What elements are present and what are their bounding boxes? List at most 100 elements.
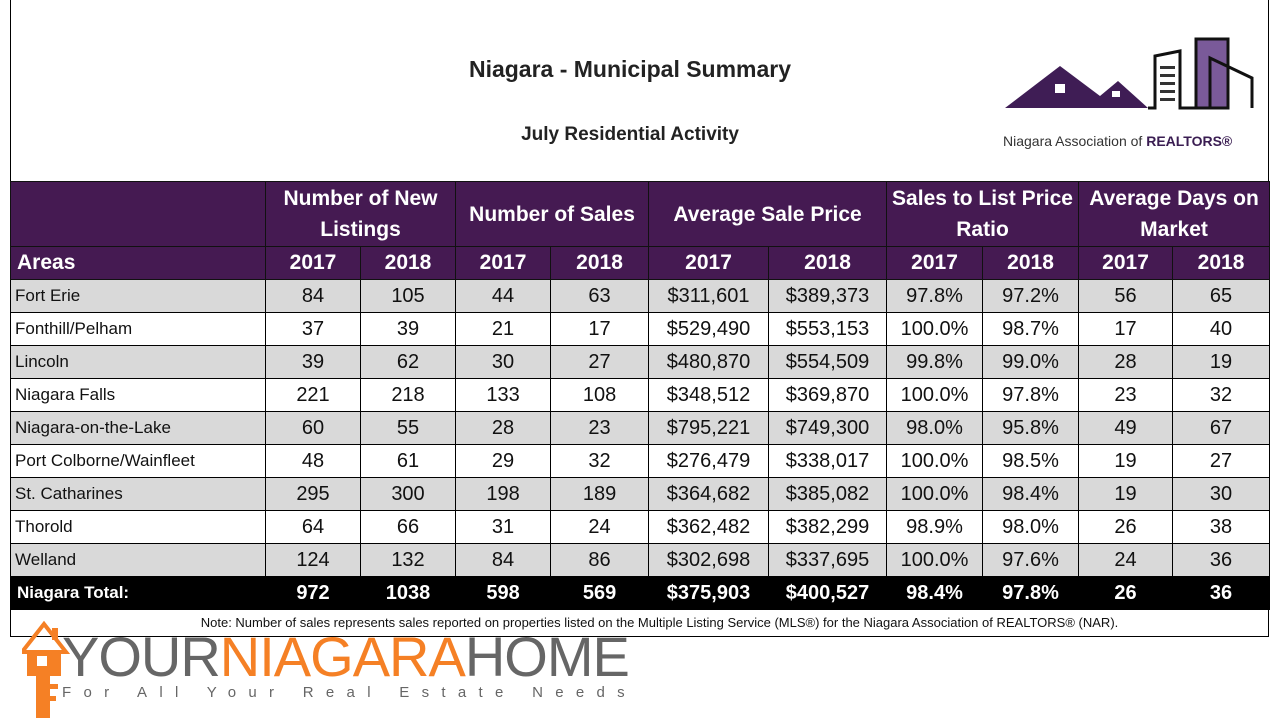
value-cell: 63 xyxy=(550,279,650,313)
value-cell: $337,695 xyxy=(768,543,888,577)
year-header: 2018 xyxy=(768,246,888,280)
value-cell: 40 xyxy=(1172,312,1271,346)
logo-text-brand: REALTORS® xyxy=(1146,133,1233,149)
value-cell: 44 xyxy=(455,279,552,313)
value-cell: $385,082 xyxy=(768,477,888,511)
value-cell: 218 xyxy=(359,378,457,412)
year-header: 2017 xyxy=(648,246,770,280)
logo-text-prefix: Niagara Association of xyxy=(1003,133,1147,149)
area-name-cell: Thorold xyxy=(10,510,266,544)
value-cell: 98.4% xyxy=(982,477,1080,511)
value-cell: 28 xyxy=(455,411,552,445)
table-row: Fonthill/Pelham 37 39 21 17 $529,490 $553,153 1… xyxy=(10,312,1271,346)
value-cell: 86 xyxy=(550,543,650,577)
value-cell: 24 xyxy=(1078,543,1174,577)
value-cell: 105 xyxy=(359,279,457,313)
value-cell: 30 xyxy=(455,345,552,379)
value-cell: 99.0% xyxy=(982,345,1080,379)
realtors-logo-icon xyxy=(1005,37,1254,110)
area-name-cell: Niagara-on-the-Lake xyxy=(10,411,266,445)
value-cell: $382,299 xyxy=(768,510,888,544)
area-name-cell: Welland xyxy=(10,543,266,577)
brand-part-niagara: NIAGARA xyxy=(219,625,466,688)
municipal-summary-table: Number of New Listings Number of Sales A… xyxy=(10,181,1271,610)
header-areas: Areas xyxy=(10,246,266,280)
value-cell: 23 xyxy=(550,411,650,445)
value-cell: 23 xyxy=(1078,378,1174,412)
value-cell: $302,698 xyxy=(648,543,770,577)
area-name-cell: St. Catharines xyxy=(10,477,266,511)
year-header: 2017 xyxy=(265,246,361,280)
brand-part-home: HOME xyxy=(464,625,630,688)
value-cell: 108 xyxy=(550,378,650,412)
table-row: Niagara-on-the-Lake 60 55 28 23 $795,221 $749,… xyxy=(10,411,1271,445)
table-row: Niagara Falls 221 218 133 108 $348,512 $369,87… xyxy=(10,378,1271,412)
value-cell: 133 xyxy=(455,378,552,412)
value-cell: $529,490 xyxy=(648,312,770,346)
value-cell: $311,601 xyxy=(648,279,770,313)
value-cell: 189 xyxy=(550,477,650,511)
header-avg-price: Average Sale Price xyxy=(648,181,888,247)
value-cell: 28 xyxy=(1078,345,1174,379)
page-title: Niagara - Municipal Summary xyxy=(468,56,792,82)
value-cell: 98.5% xyxy=(982,444,1080,478)
value-cell: $554,509 xyxy=(768,345,888,379)
value-cell: $276,479 xyxy=(648,444,770,478)
value-cell: 64 xyxy=(265,510,361,544)
table-row: Lincoln 39 62 30 27 $480,870 $554,509 99.8% 99.0… xyxy=(10,345,1271,379)
value-cell: 124 xyxy=(265,543,361,577)
value-cell: $364,682 xyxy=(648,477,770,511)
value-cell: 60 xyxy=(265,411,361,445)
value-cell: 97.8% xyxy=(982,378,1080,412)
value-cell: $480,870 xyxy=(648,345,770,379)
value-cell: $338,017 xyxy=(768,444,888,478)
value-cell: 97.2% xyxy=(982,279,1080,313)
value-cell: 569 xyxy=(550,576,650,610)
value-cell: $389,373 xyxy=(768,279,888,313)
value-cell: 19 xyxy=(1078,477,1174,511)
value-cell: 99.8% xyxy=(886,345,984,379)
value-cell: $375,903 xyxy=(648,576,770,610)
value-cell: 62 xyxy=(359,345,457,379)
value-cell: 55 xyxy=(359,411,457,445)
area-name-cell: Niagara Falls xyxy=(10,378,266,412)
value-cell: 972 xyxy=(265,576,361,610)
value-cell: 27 xyxy=(550,345,650,379)
value-cell: 98.7% xyxy=(982,312,1080,346)
value-cell: 198 xyxy=(455,477,552,511)
value-cell: 61 xyxy=(359,444,457,478)
value-cell: 38 xyxy=(1172,510,1271,544)
value-cell: 17 xyxy=(1078,312,1174,346)
value-cell: 48 xyxy=(265,444,361,478)
value-cell: 49 xyxy=(1078,411,1174,445)
value-cell: $369,870 xyxy=(768,378,888,412)
value-cell: $400,527 xyxy=(768,576,888,610)
area-name-cell: Port Colborne/Wainfleet xyxy=(10,444,266,478)
value-cell: 29 xyxy=(455,444,552,478)
value-cell: 26 xyxy=(1078,576,1174,610)
year-header: 2017 xyxy=(1078,246,1174,280)
value-cell: 31 xyxy=(455,510,552,544)
value-cell: 98.4% xyxy=(886,576,984,610)
year-header: 2018 xyxy=(359,246,457,280)
value-cell: 97.8% xyxy=(982,576,1080,610)
brand-part-your: YOUR xyxy=(62,625,221,688)
value-cell: 65 xyxy=(1172,279,1271,313)
value-cell: 95.8% xyxy=(982,411,1080,445)
value-cell: 97.8% xyxy=(886,279,984,313)
area-name-cell: Lincoln xyxy=(10,345,266,379)
value-cell: $795,221 xyxy=(648,411,770,445)
value-cell: 19 xyxy=(1172,345,1271,379)
header-days-on-market: Average Days on Market xyxy=(1078,181,1271,247)
table-row: Welland 124 132 84 86 $302,698 $337,695 100.0% 9… xyxy=(10,543,1271,577)
value-cell: 598 xyxy=(455,576,552,610)
value-cell: 19 xyxy=(1078,444,1174,478)
year-header: 2018 xyxy=(1172,246,1271,280)
header-new-listings: Number of New Listings xyxy=(264,181,457,247)
value-cell: 36 xyxy=(1172,576,1271,610)
value-cell: $749,300 xyxy=(768,411,888,445)
value-cell: 100.0% xyxy=(886,378,984,412)
value-cell: 221 xyxy=(265,378,361,412)
area-name-cell: Fort Erie xyxy=(10,279,266,313)
header-sales-ratio: Sales to List Price Ratio xyxy=(886,181,1080,247)
